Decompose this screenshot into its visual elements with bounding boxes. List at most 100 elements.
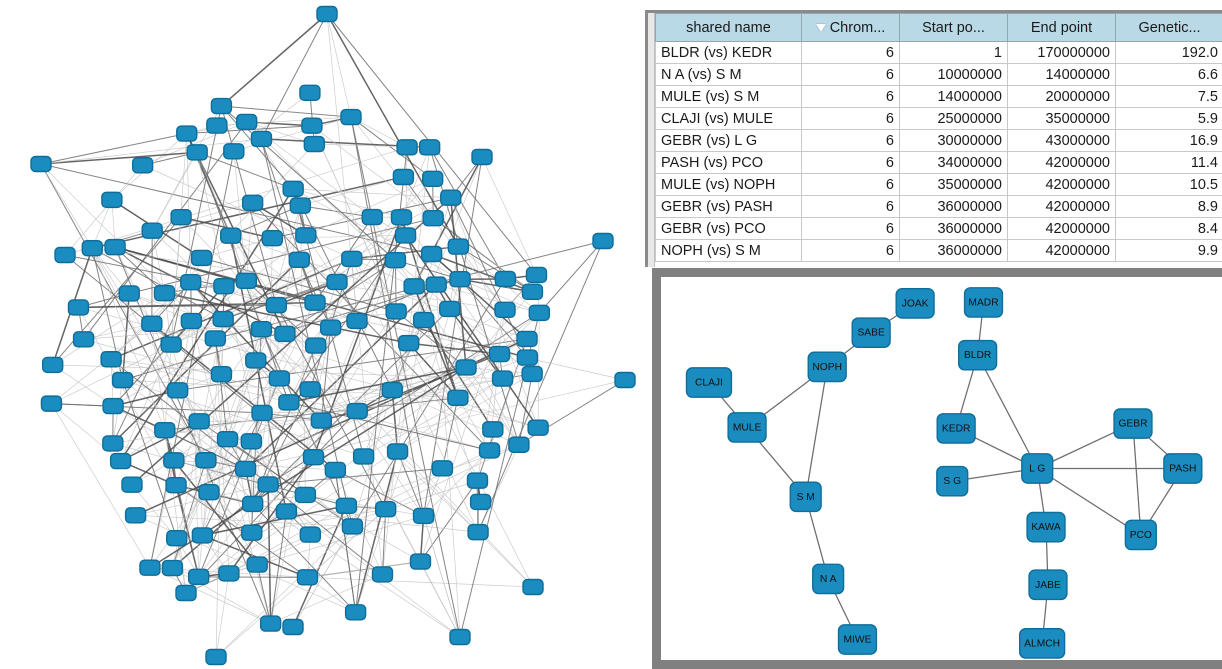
- node-shape[interactable]: [223, 143, 245, 160]
- network-edge[interactable]: [246, 121, 312, 127]
- node-shape[interactable]: [390, 209, 413, 226]
- cell-end-point[interactable]: 42000000: [1007, 217, 1116, 240]
- network-node[interactable]: [528, 304, 551, 322]
- network-edge[interactable]: [172, 318, 224, 569]
- network-node[interactable]: [186, 144, 208, 161]
- network-edge[interactable]: [135, 514, 353, 527]
- network-node[interactable]: [390, 209, 413, 226]
- network-node[interactable]: [100, 351, 122, 368]
- network-node[interactable]: [467, 523, 489, 541]
- node-shape[interactable]: [494, 270, 517, 288]
- network-node[interactable]: [282, 618, 304, 636]
- network-node[interactable]: [282, 180, 304, 198]
- node-shape[interactable]: [1028, 569, 1068, 601]
- network-edge[interactable]: [268, 467, 443, 485]
- network-edge[interactable]: [227, 329, 262, 440]
- network-edge[interactable]: [151, 323, 336, 471]
- network-edge[interactable]: [441, 397, 459, 469]
- network-edge[interactable]: [350, 116, 433, 180]
- network-node[interactable]: [261, 230, 284, 247]
- node-shape[interactable]: [516, 330, 538, 348]
- network-node[interactable]: [340, 108, 362, 126]
- network-node[interactable]: [614, 371, 636, 389]
- cell-start-point[interactable]: 14000000: [899, 85, 1008, 108]
- network-node[interactable]: [352, 448, 375, 465]
- node-shape[interactable]: [204, 330, 227, 347]
- node-shape[interactable]: [187, 568, 210, 586]
- node-shape[interactable]: [111, 371, 134, 389]
- network-node[interactable]: [310, 412, 333, 429]
- node-shape[interactable]: [54, 246, 76, 264]
- cell-genetic[interactable]: 9.9: [1115, 239, 1222, 262]
- node-shape[interactable]: [101, 191, 123, 209]
- network-edge[interactable]: [252, 202, 490, 451]
- node-shape[interactable]: [104, 238, 126, 256]
- node-shape[interactable]: [449, 628, 471, 646]
- network-edge[interactable]: [267, 484, 272, 624]
- node-shape[interactable]: [299, 381, 321, 398]
- network-node[interactable]: [403, 278, 425, 295]
- network-edge[interactable]: [221, 105, 352, 118]
- network-node[interactable]: [165, 476, 187, 494]
- node-shape[interactable]: [141, 315, 163, 332]
- node-shape[interactable]: [240, 433, 263, 450]
- network-edge[interactable]: [288, 345, 317, 403]
- network-node[interactable]: [289, 197, 312, 214]
- network-edge[interactable]: [481, 156, 537, 276]
- cell-chromosome[interactable]: 6: [801, 151, 900, 174]
- network-edge[interactable]: [230, 235, 424, 517]
- network-node[interactable]: [141, 315, 163, 332]
- network-edge[interactable]: [196, 151, 294, 190]
- node-shape[interactable]: [324, 461, 347, 479]
- network-node[interactable]: [257, 476, 279, 493]
- node-shape[interactable]: [72, 331, 95, 348]
- node-shape[interactable]: [381, 381, 403, 399]
- network-edge[interactable]: [391, 389, 399, 452]
- network-node[interactable]: [299, 84, 321, 102]
- network-node[interactable]: [40, 395, 63, 412]
- network-node[interactable]: [516, 330, 538, 348]
- network-edge[interactable]: [256, 564, 272, 624]
- node-shape[interactable]: [282, 180, 304, 198]
- network-node[interactable]: [412, 311, 435, 329]
- network-edge[interactable]: [52, 292, 165, 366]
- network-edge[interactable]: [83, 121, 248, 340]
- network-node[interactable]: [455, 359, 477, 376]
- node-shape[interactable]: [205, 648, 227, 666]
- node-shape[interactable]: [488, 345, 511, 363]
- node-shape[interactable]: [259, 615, 282, 632]
- network-edge[interactable]: [465, 291, 533, 368]
- network-node[interactable]: [124, 507, 147, 524]
- network-node[interactable]: [41, 356, 64, 374]
- column-header-genetic[interactable]: Genetic...: [1115, 13, 1222, 42]
- network-node[interactable]: [447, 238, 470, 255]
- network-node[interactable]: [118, 285, 140, 302]
- network-node[interactable]: [102, 397, 124, 415]
- node-shape[interactable]: [166, 529, 188, 547]
- network-node[interactable]: SABE: [851, 317, 891, 349]
- network-edge[interactable]: [149, 567, 271, 624]
- network-node[interactable]: [447, 389, 469, 407]
- node-shape[interactable]: [180, 273, 202, 291]
- node-shape[interactable]: [275, 503, 298, 520]
- cell-start-point[interactable]: 25000000: [899, 107, 1008, 130]
- node-shape[interactable]: [195, 452, 217, 469]
- network-node[interactable]: NOPH: [807, 351, 847, 383]
- network-edge[interactable]: [805, 366, 828, 497]
- network-node[interactable]: [154, 422, 176, 439]
- network-edge[interactable]: [413, 286, 459, 399]
- network-node[interactable]: [471, 148, 493, 166]
- network-edge[interactable]: [401, 217, 500, 355]
- network-node[interactable]: JABE: [1028, 569, 1068, 601]
- network-edge[interactable]: [40, 163, 432, 255]
- network-node[interactable]: [139, 559, 161, 576]
- cell-chromosome[interactable]: 6: [801, 195, 900, 218]
- network-edge[interactable]: [293, 188, 461, 280]
- network-edge[interactable]: [83, 323, 152, 340]
- network-edge[interactable]: [477, 444, 520, 533]
- cell-end-point[interactable]: 42000000: [1007, 239, 1116, 262]
- node-shape[interactable]: [131, 157, 154, 174]
- network-node[interactable]: GEBR: [1113, 408, 1153, 439]
- node-shape[interactable]: [403, 278, 425, 295]
- node-shape[interactable]: [163, 452, 185, 469]
